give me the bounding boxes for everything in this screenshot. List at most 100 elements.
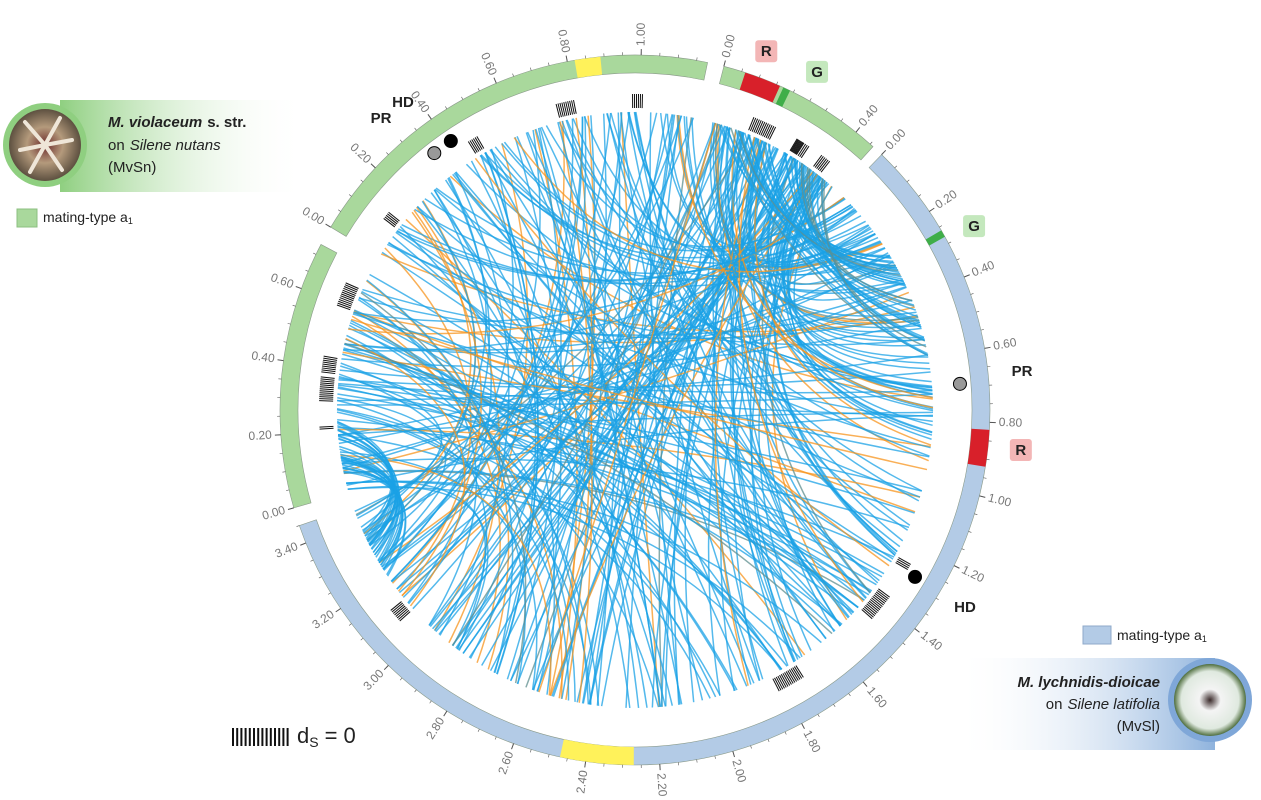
link xyxy=(345,337,466,607)
ds-bar xyxy=(472,138,481,151)
link xyxy=(384,247,472,592)
minor-tick xyxy=(461,720,464,724)
link xyxy=(396,174,819,590)
tick-label: 1.00 xyxy=(634,22,648,46)
host: on Silene nutans xyxy=(108,137,221,154)
link xyxy=(649,112,681,705)
legend-swatch xyxy=(1082,625,1112,645)
link xyxy=(747,137,933,396)
ds-bar xyxy=(344,284,358,291)
minor-tick xyxy=(976,311,980,313)
link xyxy=(754,142,932,446)
ds-bar xyxy=(789,138,798,152)
link xyxy=(764,141,921,326)
ds-bar xyxy=(322,363,337,367)
minor-tick xyxy=(414,127,417,131)
link xyxy=(572,118,934,412)
minor-tick xyxy=(809,98,812,102)
link xyxy=(345,338,717,698)
ds-bar xyxy=(320,382,335,385)
link xyxy=(357,298,590,705)
link xyxy=(489,149,827,640)
link xyxy=(732,145,789,667)
link xyxy=(738,136,864,603)
ds-bar xyxy=(787,670,796,683)
link xyxy=(725,126,904,282)
minor-tick xyxy=(292,305,296,307)
link xyxy=(712,126,795,663)
minor-tick xyxy=(282,471,286,473)
ds-bar xyxy=(780,673,789,687)
tick-mark xyxy=(370,163,376,169)
link xyxy=(340,457,406,576)
ds-bar xyxy=(753,119,760,133)
ds-bar xyxy=(793,666,803,679)
link xyxy=(338,373,488,650)
minor-tick xyxy=(983,477,987,479)
link xyxy=(633,111,867,599)
ds-bar xyxy=(555,103,561,118)
ds-bar xyxy=(467,141,477,154)
link xyxy=(350,318,928,471)
region xyxy=(574,56,603,78)
ds-bar xyxy=(817,158,827,171)
link xyxy=(538,122,717,693)
tick-label: 0.20 xyxy=(248,428,273,444)
link xyxy=(361,290,836,632)
minor-tick xyxy=(776,81,779,85)
link xyxy=(620,112,660,708)
ds-bar xyxy=(793,141,802,154)
minor-tick xyxy=(310,559,314,562)
ds-bar xyxy=(795,665,804,678)
link xyxy=(337,393,933,406)
ds-bar xyxy=(774,677,782,691)
link xyxy=(337,354,928,402)
link xyxy=(561,120,850,619)
ds-legend-label: dS = 0 xyxy=(297,723,356,750)
ds-bar xyxy=(898,557,911,565)
tick-label: 0.20 xyxy=(347,140,374,166)
ds-bar xyxy=(819,159,829,172)
host-name: Silene nutans xyxy=(130,137,221,154)
link xyxy=(337,428,397,550)
ds-bar xyxy=(569,100,573,115)
minor-tick xyxy=(566,758,568,762)
link xyxy=(381,152,787,568)
ds-bar xyxy=(322,359,337,363)
link xyxy=(731,130,898,553)
species-name: M. violaceum s. str. xyxy=(108,114,246,131)
link xyxy=(610,112,923,492)
ds-bar xyxy=(323,357,338,361)
ds-bar xyxy=(339,297,353,304)
species-card: M. lychnidis-dioicae on Silene latifolia … xyxy=(955,658,1252,750)
link xyxy=(366,200,476,541)
tick-mark xyxy=(732,751,735,758)
ds-bar xyxy=(799,144,808,158)
tick-label: 0.40 xyxy=(251,348,276,365)
link xyxy=(720,124,916,311)
link xyxy=(340,454,552,696)
minor-tick xyxy=(548,62,550,66)
minor-tick xyxy=(956,258,960,261)
ds-bar xyxy=(322,361,337,365)
link xyxy=(395,231,892,563)
minor-tick xyxy=(925,613,929,616)
species-code: (MvSl) xyxy=(1117,718,1160,735)
ds-bar xyxy=(791,139,800,153)
link xyxy=(336,411,570,701)
marker-label: HD xyxy=(954,599,976,616)
legend-subscript: 1 xyxy=(1202,634,1207,644)
region-label: R xyxy=(761,43,772,60)
link xyxy=(820,178,927,348)
minor-tick xyxy=(817,714,820,718)
link xyxy=(535,128,662,708)
ds-bar xyxy=(777,675,785,689)
link xyxy=(356,117,695,517)
minor-tick xyxy=(840,118,844,122)
link xyxy=(729,140,797,662)
mating-type-legend: mating-type a1 xyxy=(1082,625,1207,645)
minor-tick xyxy=(759,74,761,78)
ds-bar xyxy=(342,289,356,296)
ds-bar xyxy=(563,102,568,116)
link xyxy=(399,225,667,707)
